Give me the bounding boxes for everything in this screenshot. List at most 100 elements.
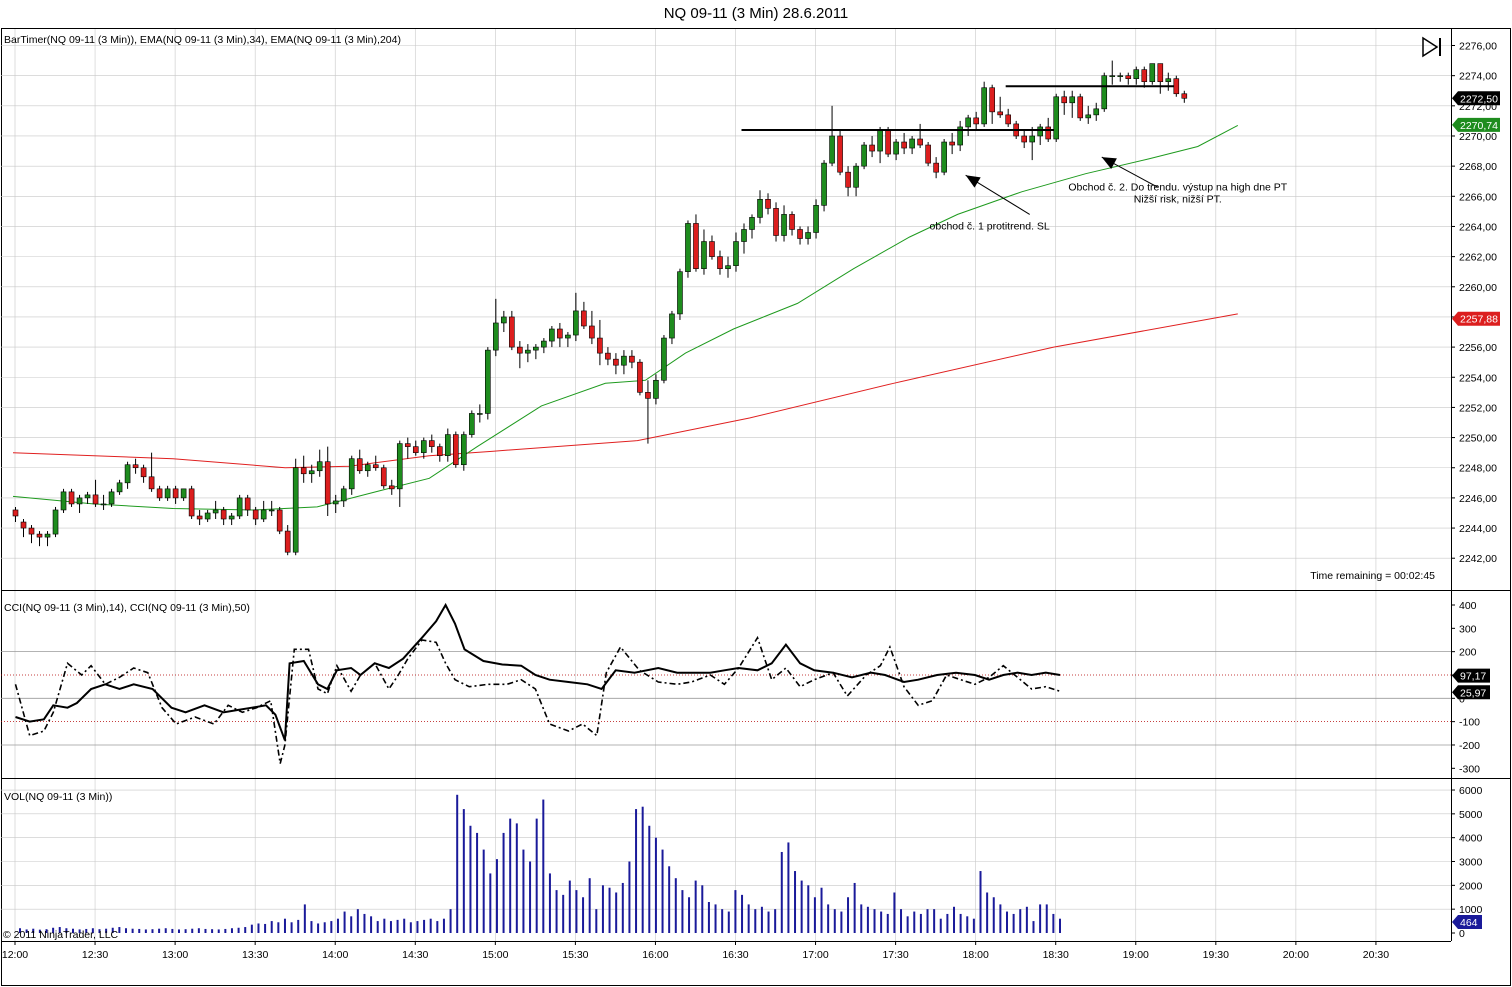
candle[interactable] [741, 223, 747, 254]
volume-bar[interactable] [674, 878, 677, 933]
volume-bar[interactable] [350, 916, 353, 933]
candle[interactable] [1021, 129, 1027, 149]
volume-bar[interactable] [38, 929, 41, 933]
candle[interactable] [276, 506, 283, 535]
candle[interactable] [981, 81, 987, 127]
volume-bar[interactable] [482, 849, 485, 933]
candle[interactable] [84, 491, 91, 504]
volume-bar[interactable] [635, 809, 638, 933]
candle[interactable] [885, 126, 891, 158]
volume-bar[interactable] [502, 832, 505, 933]
candle[interactable] [28, 525, 35, 544]
volume-bar[interactable] [661, 849, 664, 933]
candle[interactable] [525, 344, 531, 363]
candle[interactable] [268, 500, 275, 516]
volume-bar[interactable] [489, 873, 492, 933]
volume-bar[interactable] [588, 878, 591, 933]
candle[interactable] [565, 332, 571, 348]
volume-bar[interactable] [1032, 921, 1035, 933]
volume-bar[interactable] [356, 909, 359, 933]
volume-bar[interactable] [330, 921, 333, 933]
candle[interactable] [1165, 72, 1172, 91]
volume-bar[interactable] [992, 897, 995, 933]
candle[interactable] [893, 138, 899, 161]
volume-bar[interactable] [184, 929, 187, 933]
candle[interactable] [252, 506, 259, 526]
volume-bar[interactable] [111, 927, 114, 933]
candle[interactable] [1093, 102, 1100, 121]
volume-bar[interactable] [1059, 918, 1061, 933]
candle[interactable] [957, 120, 963, 152]
volume-bar[interactable] [529, 861, 532, 933]
volume-bar[interactable] [456, 794, 459, 933]
candle[interactable] [100, 494, 107, 510]
candle[interactable] [156, 485, 163, 501]
candle[interactable] [1181, 90, 1188, 103]
candle[interactable] [204, 509, 211, 523]
candle[interactable] [1157, 63, 1164, 94]
candle[interactable] [469, 410, 475, 438]
volume-bar[interactable] [522, 849, 525, 933]
volume-bar[interactable] [833, 909, 836, 933]
candle[interactable] [685, 220, 691, 278]
candle[interactable] [661, 335, 667, 384]
candle[interactable] [20, 519, 27, 538]
volume-bar[interactable] [376, 921, 379, 933]
volume-bar[interactable] [244, 927, 247, 933]
candle[interactable] [829, 105, 835, 167]
volume-bar[interactable] [972, 918, 975, 933]
candle[interactable] [805, 226, 811, 245]
volume-bar[interactable] [396, 919, 399, 933]
candle[interactable] [749, 214, 755, 239]
candle[interactable] [52, 506, 59, 538]
candle[interactable] [557, 322, 563, 348]
volume-bar[interactable] [714, 904, 717, 933]
candle[interactable] [412, 440, 419, 456]
volume-bar[interactable] [913, 911, 916, 933]
candle[interactable] [124, 461, 131, 489]
volume-bar[interactable] [694, 880, 697, 933]
volume-bar[interactable] [933, 909, 936, 933]
candle[interactable] [300, 455, 307, 483]
candle[interactable] [292, 458, 299, 556]
volume-bar[interactable] [648, 825, 651, 933]
volume-bar[interactable] [986, 892, 989, 933]
candle[interactable] [765, 193, 771, 215]
volume-bar[interactable] [144, 929, 147, 933]
candle[interactable] [853, 163, 859, 197]
candle[interactable] [132, 458, 139, 474]
volume-bar[interactable] [1039, 904, 1042, 933]
candle[interactable] [1005, 108, 1011, 127]
candle[interactable] [989, 84, 995, 124]
candle[interactable] [757, 190, 763, 224]
candle[interactable] [485, 347, 491, 420]
volume-bar[interactable] [999, 904, 1002, 933]
volume-bar[interactable] [52, 927, 55, 933]
volume-bar[interactable] [853, 882, 856, 933]
volume-bar[interactable] [449, 909, 452, 933]
candle[interactable] [789, 211, 795, 236]
volume-bar[interactable] [336, 918, 339, 933]
candle[interactable] [340, 485, 347, 507]
candle[interactable] [364, 461, 371, 477]
volume-bar[interactable] [900, 909, 903, 933]
candle[interactable] [621, 350, 627, 375]
candle[interactable] [1133, 66, 1140, 85]
candle[interactable] [573, 292, 579, 342]
candle[interactable] [308, 464, 315, 483]
candle[interactable] [909, 135, 915, 155]
volume-bar[interactable] [774, 909, 777, 933]
candle[interactable] [1125, 72, 1132, 85]
candle[interactable] [220, 506, 227, 526]
volume-bar[interactable] [813, 897, 816, 933]
volume-bar[interactable] [389, 921, 392, 933]
candle[interactable] [1149, 63, 1156, 85]
candle[interactable] [172, 485, 179, 504]
volume-bar[interactable] [542, 799, 545, 933]
volume-bar[interactable] [91, 928, 94, 933]
volume-bar[interactable] [741, 894, 744, 933]
volume-bar[interactable] [283, 918, 286, 933]
volume-bar[interactable] [1052, 913, 1055, 933]
volume-bar[interactable] [1019, 909, 1022, 933]
